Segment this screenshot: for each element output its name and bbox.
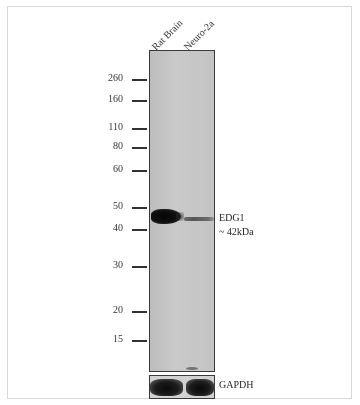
marker-label-260: 260 — [108, 73, 123, 84]
marker-label-30: 30 — [113, 260, 123, 271]
gapdh-label: GAPDH — [219, 380, 254, 391]
marker-label-40: 40 — [113, 223, 123, 234]
marker-tick-260 — [132, 79, 147, 81]
marker-tick-110 — [132, 128, 147, 130]
marker-label-160: 160 — [108, 94, 123, 105]
marker-label-60: 60 — [113, 164, 123, 175]
gapdh-blot — [149, 375, 215, 399]
marker-tick-60 — [132, 170, 147, 172]
marker-label-110: 110 — [108, 122, 123, 133]
marker-tick-50 — [132, 207, 147, 209]
target-size-label: ~ 42kDa — [219, 227, 254, 238]
western-blot-membrane — [149, 50, 215, 372]
marker-tick-80 — [132, 147, 147, 149]
band-neuro-2a — [184, 217, 214, 221]
gapdh-band-neuro-2a — [186, 379, 214, 396]
marker-label-15: 15 — [113, 334, 123, 345]
marker-tick-15 — [132, 340, 147, 342]
band-rat-brain-tail — [176, 212, 184, 221]
marker-tick-40 — [132, 229, 147, 231]
target-name-label: EDG1 — [219, 213, 245, 224]
marker-label-80: 80 — [113, 141, 123, 152]
marker-tick-160 — [132, 100, 147, 102]
marker-tick-30 — [132, 266, 147, 268]
marker-tick-20 — [132, 311, 147, 313]
membrane-smudge — [186, 367, 198, 370]
marker-label-20: 20 — [113, 305, 123, 316]
marker-label-50: 50 — [113, 201, 123, 212]
band-rat-brain — [151, 209, 181, 224]
gapdh-band-rat-brain — [150, 379, 183, 396]
